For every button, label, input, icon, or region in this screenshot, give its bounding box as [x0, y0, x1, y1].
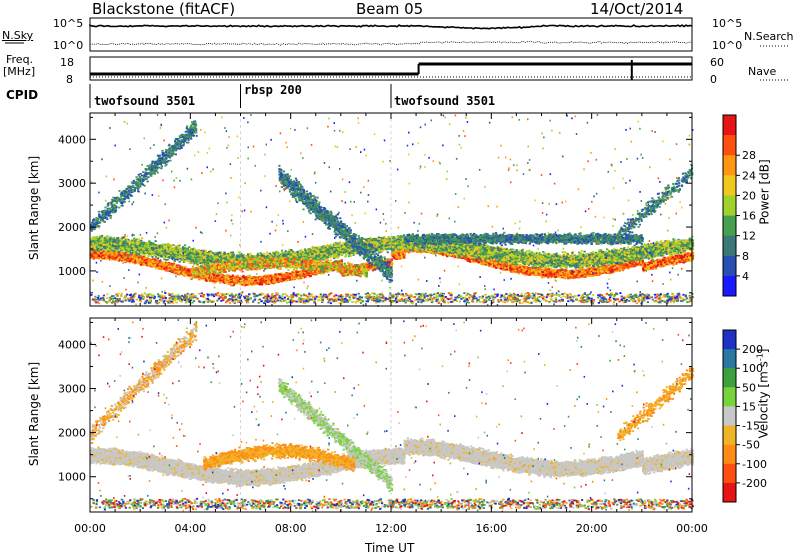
freq-label: Freq. [6, 54, 33, 65]
beam-label: Beam 05 [356, 2, 423, 17]
plot-title: Blackstone (fitACF) [92, 2, 235, 17]
velocity-colorbar-swatch [723, 368, 736, 388]
nsky-tick-low: 10^0 [53, 40, 83, 51]
power-cbar-tick-label: 24 [742, 169, 756, 182]
data-layer [90, 114, 694, 512]
nave-label: Nave [748, 66, 776, 77]
x-tick-label: 12:00 [375, 522, 407, 535]
power-cbar-tick-label: 4 [742, 270, 749, 283]
nsearch-tick-low: 10^0 [712, 40, 742, 51]
x-tick-label: 00:00 [676, 522, 708, 535]
velocity-cbar-tick-label: 50 [742, 381, 756, 394]
top-panel-frame [90, 18, 692, 51]
velocity-cbar-tick-label: 15 [742, 400, 756, 413]
cpid-segment-3: twofsound 3501 [394, 95, 495, 107]
y-tick-label: 3000 [58, 383, 86, 396]
freq-tick-low: 8 [66, 74, 73, 85]
velocity-cbar-tick-label: -50 [742, 439, 760, 452]
velocity-cbar-tick-label: -200 [742, 477, 767, 490]
y-tick-label: 3000 [58, 177, 86, 190]
radar-summary-plot: 1000 2000 3000 4000 1000 2000 3000 4000 00:00 04:… [0, 0, 800, 554]
power-cbar-tick-label: 12 [742, 230, 756, 243]
power-colorbar-swatch [723, 135, 736, 156]
date-label: 14/Oct/2014 [590, 2, 683, 17]
cpid-label: CPID [6, 89, 38, 101]
cpid-segment-1: twofsound 3501 [94, 95, 195, 107]
power-colorbar-swatch [723, 256, 736, 277]
power-cbar-tick-label: 20 [742, 189, 756, 202]
power-colorbar-swatch [723, 216, 736, 237]
nave-tick-low: 0 [710, 74, 717, 85]
velocity-colorbar-swatch [723, 349, 736, 369]
freq-tick-high: 18 [60, 57, 74, 68]
nsky-trace [90, 25, 692, 29]
power-cbar-tick-label: 8 [742, 250, 749, 263]
cpid-segment-2: rbsp 200 [244, 84, 302, 96]
power-cbar-tick-label: 28 [742, 149, 756, 162]
nsky-tick-high: 10^5 [53, 18, 83, 29]
freq-unit-label: [MHz] [3, 66, 35, 77]
y-tick-label: 2000 [58, 221, 86, 234]
x-tick-label: 16:00 [475, 522, 507, 535]
time-xlabel: Time UT [365, 542, 414, 554]
velocity-colorbar-swatch [723, 445, 736, 465]
velocity-colorbar-swatch [723, 483, 736, 503]
velocity-colorbar-swatch [723, 426, 736, 446]
velocity-colorbar-swatch [723, 387, 736, 407]
velocity-cbar-label: Velocity [m s-1] [757, 349, 770, 439]
velocity-cbar-tick-label: -100 [742, 458, 767, 471]
power-colorbar-swatch [723, 175, 736, 196]
x-tick-label: 08:00 [275, 522, 307, 535]
nsearch-label: N.Search [744, 31, 794, 42]
y-tick-label: 1000 [58, 471, 86, 484]
power-cbar-label: Power [dB] [759, 159, 771, 224]
y-tick-label: 2000 [58, 427, 86, 440]
power-colorbar-swatch [723, 276, 736, 297]
power-colorbar-swatch [723, 115, 736, 136]
x-tick-label: 04:00 [174, 522, 206, 535]
velocity-colorbar-swatch [723, 330, 736, 350]
x-tick-label: 20:00 [576, 522, 608, 535]
power-cbar-tick-label: 16 [742, 210, 756, 223]
y-tick-label: 4000 [58, 133, 86, 146]
nsky-label: N.Sky [2, 30, 33, 41]
power-colorbar-swatch [723, 195, 736, 216]
velocity-colorbar-swatch [723, 464, 736, 484]
y-tick-label: 1000 [58, 265, 86, 278]
y-tick-label: 4000 [58, 338, 86, 351]
nsearch-trace [90, 42, 692, 46]
power-colorbar-swatch [723, 236, 736, 257]
nsearch-tick-high: 10^5 [712, 18, 742, 29]
power-colorbar-swatch [723, 155, 736, 176]
nave-tick-high: 60 [710, 57, 724, 68]
x-tick-label: 00:00 [74, 522, 106, 535]
velocity-ylabel: Slant Range [km] [28, 362, 40, 466]
power-ylabel: Slant Range [km] [28, 156, 40, 260]
velocity-colorbar-swatch [723, 406, 736, 426]
